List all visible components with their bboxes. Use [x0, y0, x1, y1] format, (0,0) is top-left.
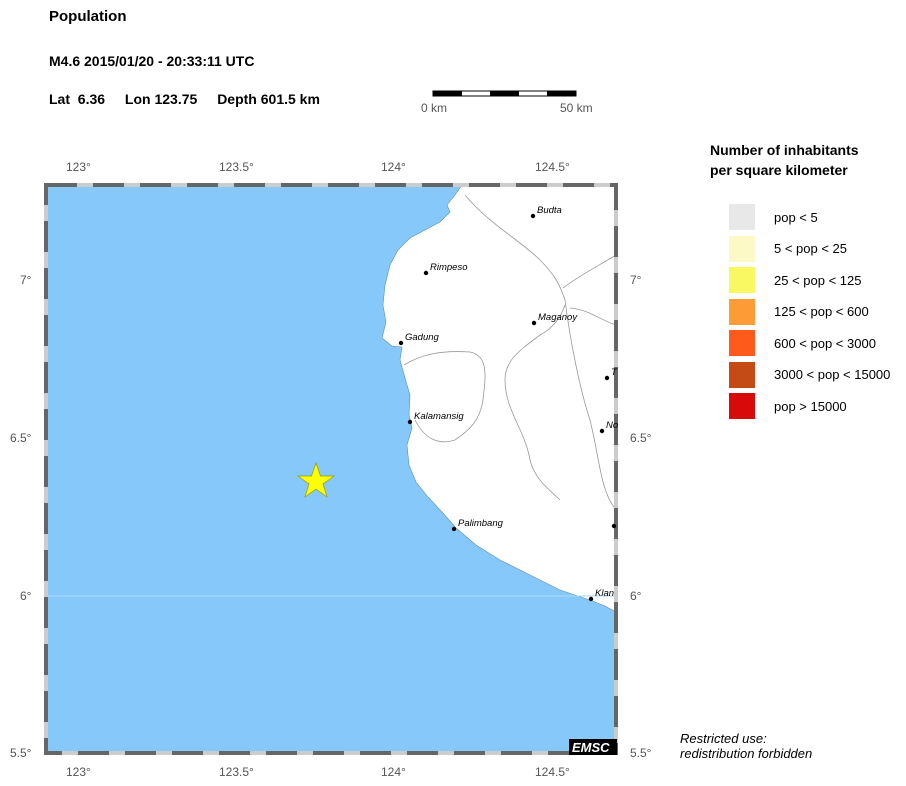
city-label: Klan: [595, 588, 614, 599]
land: [381, 184, 617, 613]
notice-line2: redistribution forbidden: [680, 746, 813, 761]
city-marker: [407, 419, 413, 425]
scale-end: 50 km: [560, 101, 593, 115]
lat-tick: 6.5°: [630, 431, 652, 445]
legend-swatch: [729, 298, 755, 325]
legend-swatch: [729, 330, 755, 356]
admin-borders: [403, 194, 617, 511]
legend-label: 25 < pop < 125: [774, 272, 862, 288]
page-title: Population: [49, 8, 127, 25]
lat-tick: 6.5°: [10, 431, 32, 445]
legend-label: 125 < pop < 600: [774, 304, 869, 319]
city-marker: [451, 526, 457, 532]
lat-tick: 6°: [20, 589, 32, 603]
map-frame: [44, 183, 618, 755]
lon-tick: 123.5°: [219, 160, 254, 174]
event-location: Lat 6.36 Lon 123.75 Depth 601.5 km: [49, 91, 320, 107]
lat-tick: 5.5°: [10, 746, 32, 760]
lon-tick: 124°: [381, 160, 406, 174]
legend-item: 3000 < pop < 15000: [729, 361, 891, 388]
lat-value: 6.36: [77, 91, 106, 107]
legend-item: 5 < pop < 25: [729, 235, 848, 262]
legend-swatch: [729, 267, 755, 293]
city-marker: [611, 523, 617, 529]
legend-item: 25 < pop < 125: [729, 267, 861, 293]
legend-swatch: [729, 204, 755, 230]
legend-label: pop < 5: [774, 209, 818, 225]
event-info: M4.6 2015/01/20 - 20:33:11 UTC: [49, 53, 255, 69]
notice-line1: Restricted use:: [680, 731, 767, 746]
city-label: Gadung: [405, 332, 440, 343]
lon-tick: 123°: [66, 765, 91, 779]
lon-tick: 124°: [381, 765, 406, 779]
scale-bar: [432, 90, 577, 97]
legend-label: 600 < pop < 3000: [774, 335, 876, 351]
legend-title: Number of inhabitants per square kilomet…: [710, 140, 859, 180]
legend-label: pop > 15000: [774, 398, 847, 414]
legend-title-line1: Number of inhabitants: [710, 142, 859, 158]
legend-swatch: [729, 235, 755, 262]
legend-item: 125 < pop < 600: [729, 298, 869, 325]
city-label: No: [606, 420, 618, 431]
legend-item: 600 < pop < 3000: [729, 330, 876, 356]
lon-tick: 124.5°: [535, 160, 570, 174]
legend-label: 5 < pop < 25: [774, 241, 848, 256]
scale-start: 0 km: [421, 101, 448, 115]
legend-swatch: [729, 393, 755, 419]
city-label: Rimpeso: [430, 262, 468, 273]
lon-value: 123.75: [154, 91, 198, 107]
lat-tick: 5.5°: [630, 746, 652, 760]
depth-label: Depth: [217, 91, 257, 107]
city-marker: [398, 340, 404, 346]
star-icon[interactable]: [296, 461, 336, 498]
emsc-logo: [569, 739, 617, 755]
usage-notice: Restricted use: redistribution forbidden: [680, 731, 812, 761]
emsc-logo-text: EMSC: [572, 740, 610, 755]
depth-value: 601.5 km: [260, 91, 320, 107]
cities: Budta Rimpeso Maganoy Gadung Kalamansig T No Pa…: [398, 205, 618, 602]
lon-tick: 123.5°: [219, 765, 254, 779]
lat-tick: 6°: [630, 589, 642, 603]
city-label: Palimbang: [458, 518, 504, 529]
lat-label: Lat: [49, 91, 70, 107]
legend-item: pop > 15000: [729, 393, 847, 419]
lon-label: Lon: [124, 91, 151, 107]
city-marker: [531, 320, 537, 326]
city-marker: [599, 428, 605, 434]
city-marker: [588, 596, 594, 602]
city-label: T: [611, 367, 618, 378]
city-marker: [423, 270, 429, 276]
city-label: Kalamansig: [414, 411, 464, 422]
lat-tick: 7°: [20, 273, 32, 287]
city-marker: [530, 213, 536, 219]
city-marker: [604, 375, 610, 381]
legend-label: 3000 < pop < 15000: [774, 367, 891, 382]
city-label: Maganoy: [538, 312, 578, 323]
city-label: Budta: [537, 205, 562, 216]
lon-tick: 123°: [66, 160, 91, 174]
legend-item: pop < 5: [729, 204, 818, 230]
legend-title-line2: per square kilometer: [710, 162, 848, 178]
legend-swatch: [729, 361, 755, 388]
lat-tick: 7°: [630, 273, 642, 287]
lon-tick: 124.5°: [535, 765, 570, 779]
